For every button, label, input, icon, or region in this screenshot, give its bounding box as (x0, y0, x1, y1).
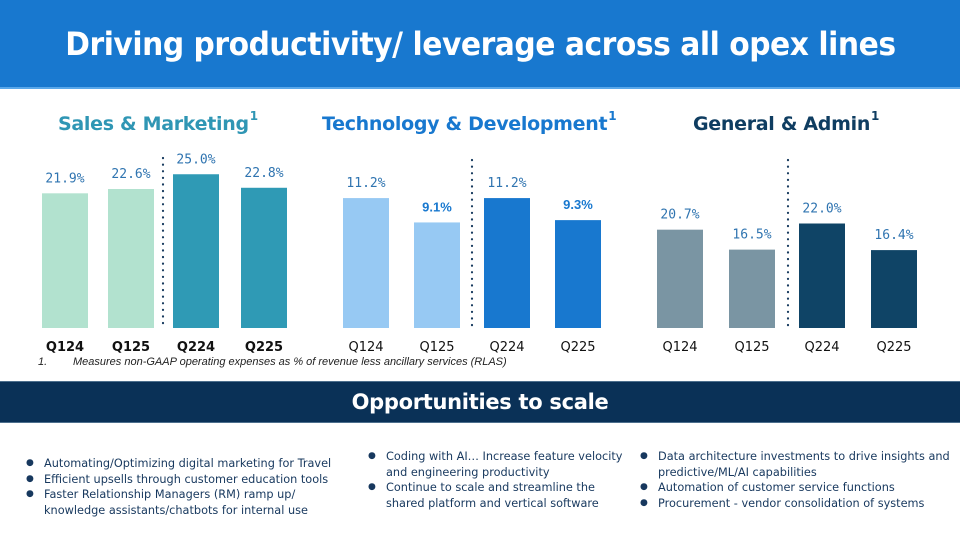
panel-title-text: General & Admin (693, 113, 871, 135)
opportunities-list-general-admin: Data architecture investments to drive i… (640, 449, 956, 511)
panel-title-sales-marketing: Sales & Marketing1 (58, 109, 258, 135)
category-label: Q125 (419, 340, 454, 355)
bar (799, 223, 845, 328)
list-item: Coding with AI… Increase feature velocit… (368, 449, 630, 480)
list-item: Data architecture investments to drive i… (640, 449, 956, 480)
chart-2: 20.7% Q124 16.5% Q125 22.0% Q224 16.4% Q225 (657, 158, 917, 355)
footnote-marker: 1 (871, 109, 880, 123)
category-label: Q124 (662, 340, 697, 355)
panel-title-text: Technology & Development (322, 113, 608, 135)
list-item: Faster Relationship Managers (RM) ramp u… (26, 487, 344, 518)
data-label: 22.0% (802, 202, 841, 217)
opportunities-list-technology: Coding with AI… Increase feature velocit… (368, 449, 630, 511)
data-label: 25.0% (176, 152, 215, 167)
data-label: 11.2% (487, 176, 526, 191)
data-label: 9.1% (422, 199, 452, 214)
list-item: Automation of customer service functions (640, 480, 956, 496)
bar (555, 220, 601, 328)
page-title: Driving productivity/ leverage across al… (64, 24, 896, 63)
data-label: 22.6% (111, 167, 150, 182)
chart-1: 11.2% Q124 9.1% Q125 11.2% Q224 9.3% Q225 (343, 158, 601, 355)
bar (657, 229, 703, 328)
category-label: Q225 (876, 340, 911, 355)
category-label: Q124 (348, 340, 383, 355)
bar (241, 187, 287, 328)
data-label: 16.5% (732, 228, 771, 243)
category-label: Q224 (177, 340, 215, 355)
data-label: 9.3% (563, 197, 593, 212)
bar (414, 222, 460, 328)
bar (343, 198, 389, 328)
data-label: 16.4% (874, 228, 913, 243)
bar (173, 174, 219, 328)
footnote-text: Measures non-GAAP operating expenses as … (73, 356, 507, 368)
category-label: Q224 (804, 340, 839, 355)
category-label: Q225 (245, 340, 283, 355)
bar (42, 193, 88, 328)
category-label: Q224 (489, 340, 524, 355)
footnote: 1. Measures non-GAAP operating expenses a… (38, 356, 507, 368)
bar (108, 189, 154, 328)
category-label: Q225 (560, 340, 595, 355)
category-label: Q124 (46, 340, 84, 355)
footnote-number: 1. (38, 356, 48, 368)
category-label: Q125 (112, 340, 150, 355)
list-item: Efficient upsells through customer educa… (26, 472, 366, 488)
opportunities-band: Opportunities to scale (0, 381, 960, 423)
opportunities-title: Opportunities to scale (351, 390, 609, 414)
header-bar: Driving productivity/ leverage across al… (0, 0, 960, 89)
data-label: 21.9% (45, 171, 84, 186)
panel-title-technology-development: Technology & Development1 (322, 109, 617, 135)
data-label: 20.7% (660, 208, 699, 223)
list-item: Automating/Optimizing digital marketing … (26, 456, 366, 472)
data-label: 11.2% (346, 176, 385, 191)
footnote-marker: 1 (608, 109, 617, 123)
panel-title-text: Sales & Marketing (58, 113, 249, 135)
panel-title-general-admin: General & Admin1 (693, 109, 879, 135)
opex-charts: 21.9%Q12422.6%Q12525.0%Q22422.8%Q22511.2… (42, 152, 917, 355)
bar (484, 198, 530, 328)
opportunities-list-sales-marketing: Automating/Optimizing digital marketing … (26, 456, 366, 518)
bar (871, 250, 917, 328)
list-item: Continue to scale and streamline the sha… (368, 480, 630, 511)
chart-0: 21.9% Q124 22.6% Q125 25.0% Q224 22.8% Q225 (42, 152, 287, 355)
list-item: Procurement - vendor consolidation of sy… (640, 496, 956, 512)
data-label: 22.8% (244, 166, 283, 181)
footnote-marker: 1 (249, 109, 258, 123)
bar (729, 249, 775, 328)
category-label: Q125 (734, 340, 769, 355)
